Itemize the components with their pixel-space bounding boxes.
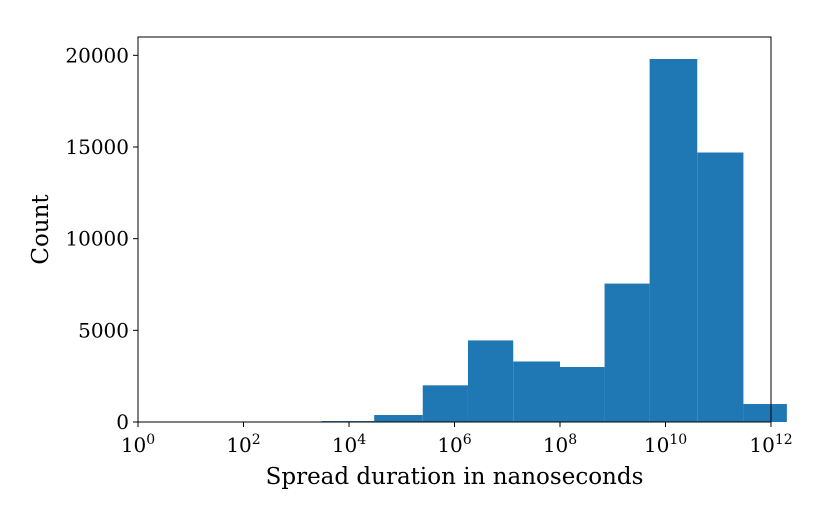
x-tick-label-4: 108 xyxy=(543,432,577,457)
y-axis-label: Count xyxy=(28,194,54,265)
histogram-bar-9 xyxy=(604,283,650,422)
x-axis: 100 102 104 106 108 1010 1012 xyxy=(121,422,793,457)
y-tick-label-4: 20000 xyxy=(65,43,129,67)
x-tick-label-1: 102 xyxy=(226,432,260,457)
x-tick-label-5: 1010 xyxy=(644,432,687,457)
x-tick-label-3: 106 xyxy=(437,432,471,457)
histogram-bar-7 xyxy=(513,361,560,422)
y-tick-label-1: 5000 xyxy=(78,318,129,342)
y-tick-label-3: 15000 xyxy=(65,135,129,159)
y-tick-label-0: 0 xyxy=(116,410,129,434)
histogram-bar-10 xyxy=(649,59,698,422)
histogram-bar-4 xyxy=(374,415,423,422)
histogram-bar-11 xyxy=(697,152,744,422)
x-tick-label-2: 104 xyxy=(332,432,366,457)
y-axis: 0 5000 10000 15000 20000 xyxy=(65,43,138,434)
histogram-bar-6 xyxy=(467,340,514,422)
x-tick-label-6: 1012 xyxy=(749,432,792,457)
y-tick-label-2: 10000 xyxy=(65,227,129,251)
x-tick-label-0: 100 xyxy=(121,432,155,457)
histogram-bar-5 xyxy=(422,385,468,422)
histogram-bar-8 xyxy=(560,367,605,422)
histogram-bar-12 xyxy=(743,404,787,422)
x-axis-label: Spread duration in nanoseconds xyxy=(266,464,644,490)
bars-group xyxy=(321,59,787,422)
